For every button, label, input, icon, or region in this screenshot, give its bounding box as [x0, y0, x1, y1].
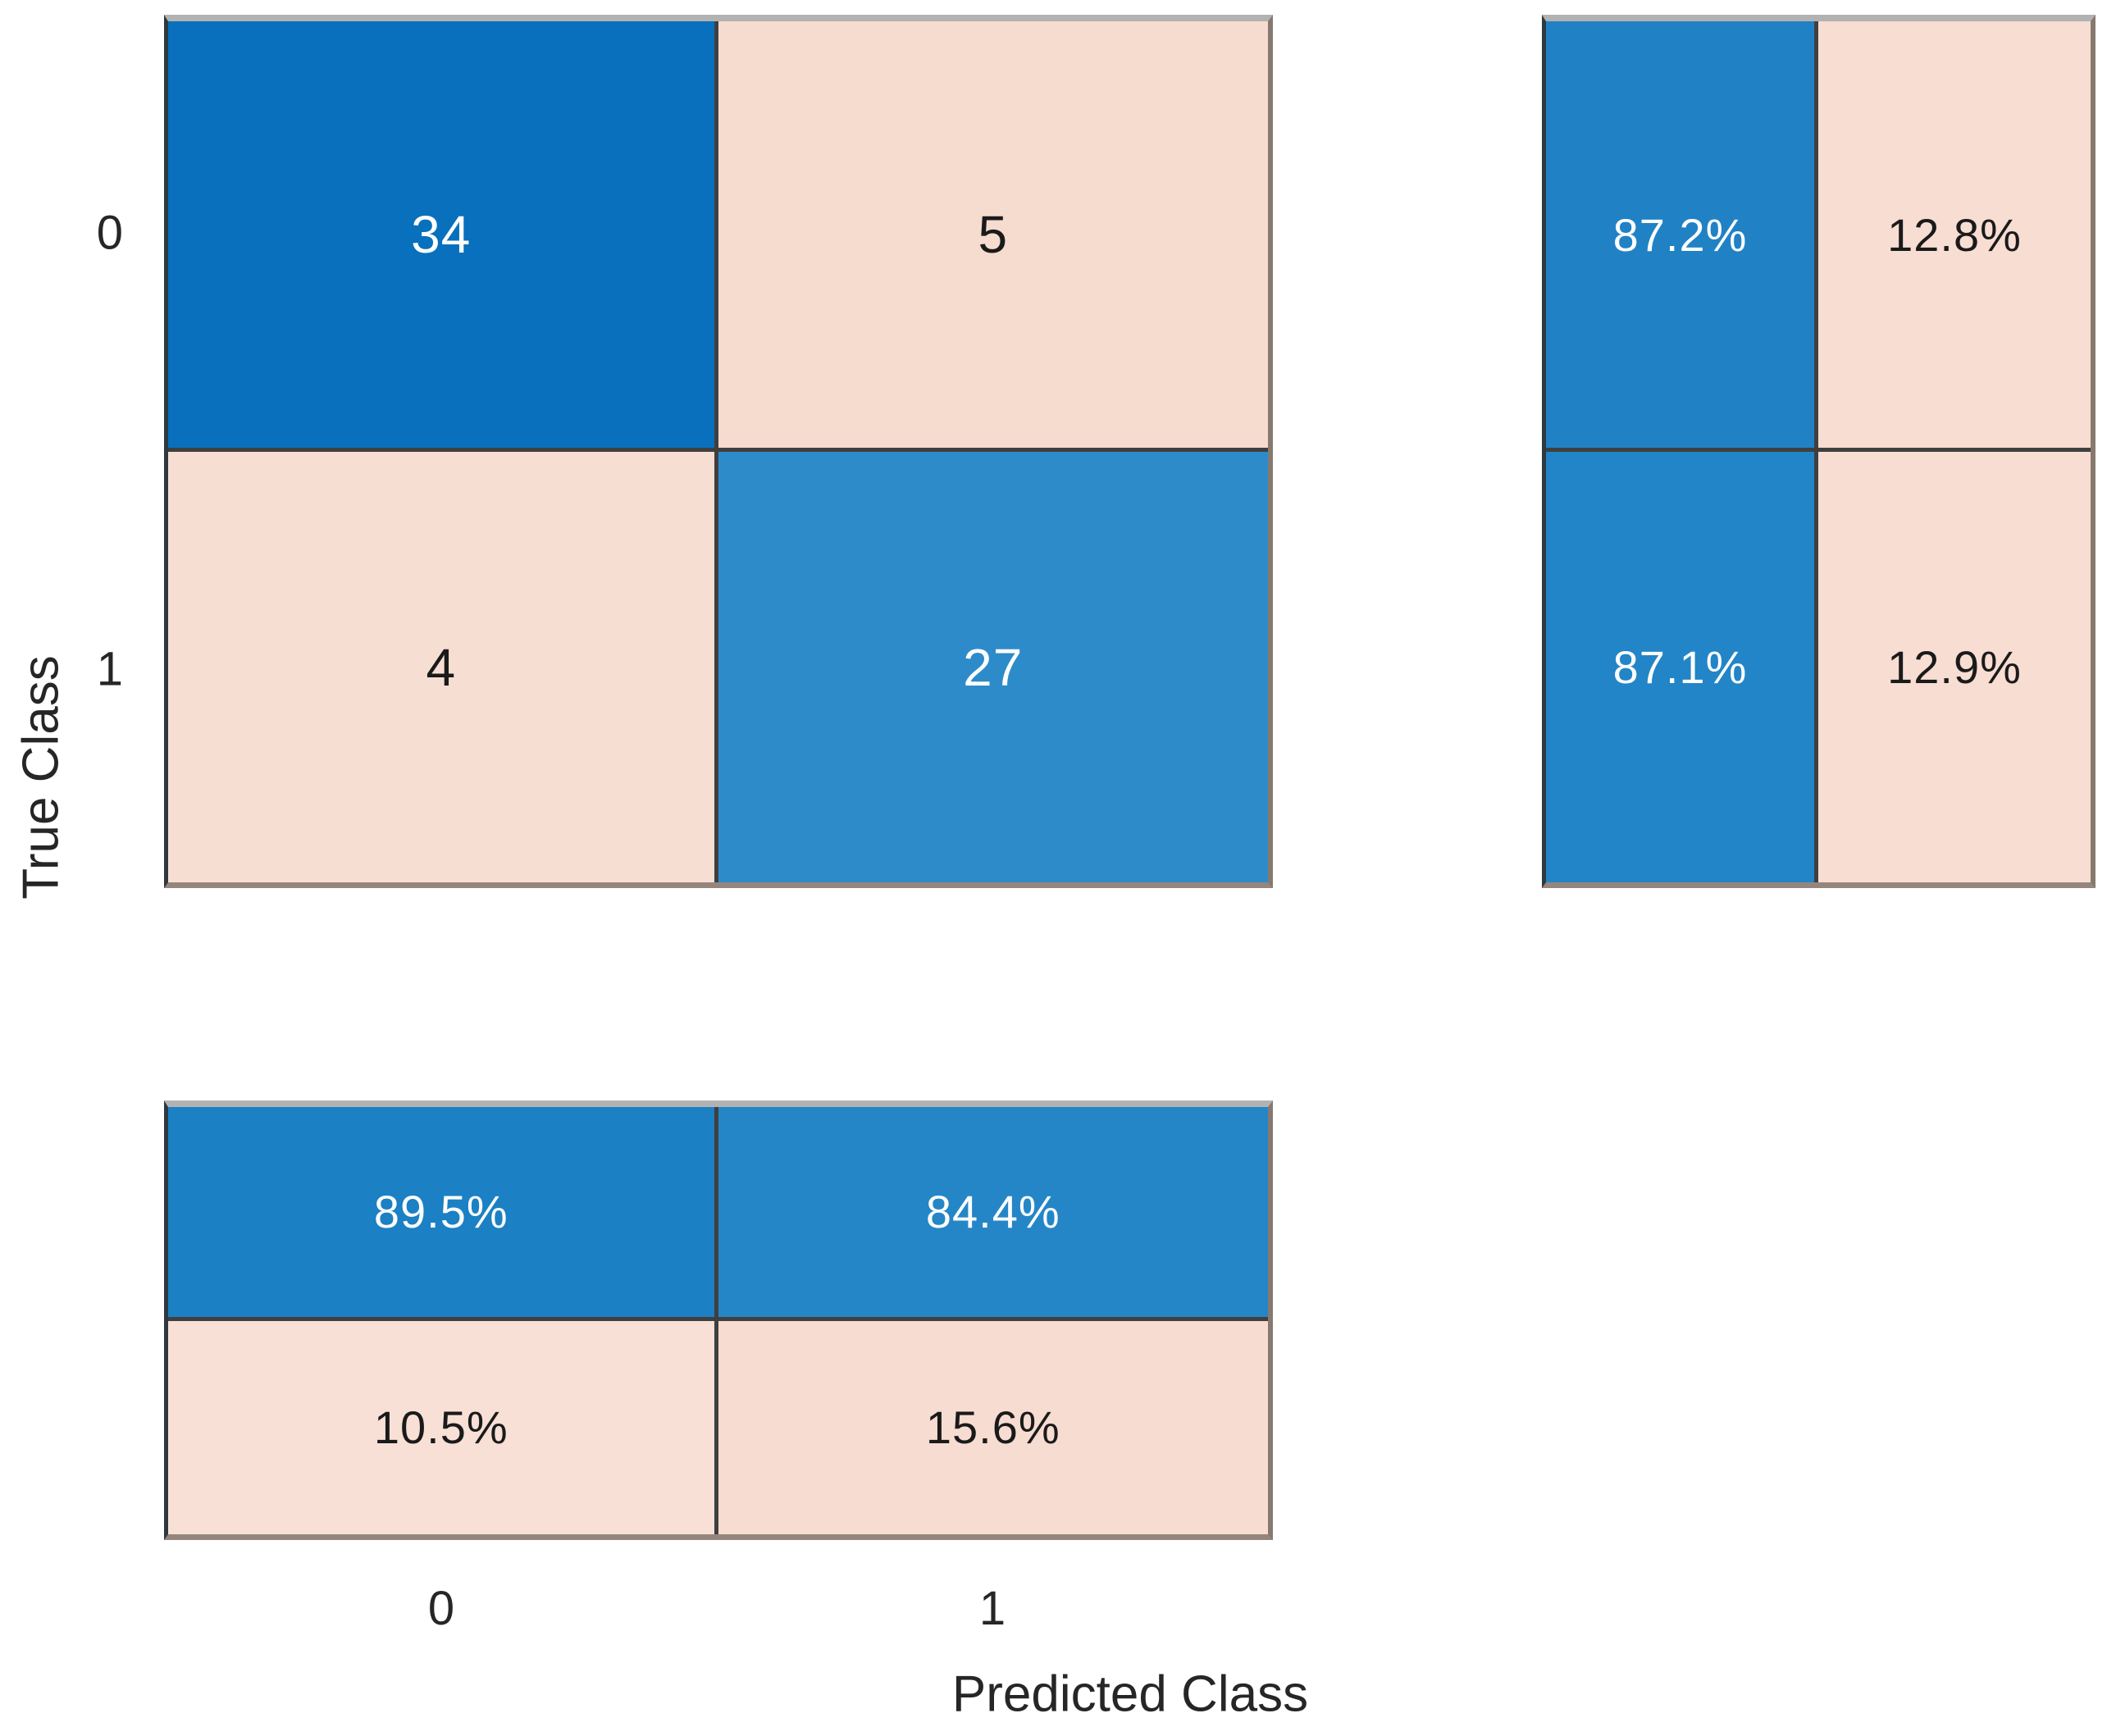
row-summary-true1-incorrect: 12.9% [1818, 452, 2091, 882]
y-tick-class-0: 0 [96, 206, 123, 260]
row-summary-true0-correct: 87.2% [1546, 21, 1818, 452]
matrix-cell-true0-pred0: 34 [168, 21, 718, 452]
matrix-cell-true0-pred1: 5 [718, 21, 1268, 452]
x-axis-label: Predicted Class [951, 1665, 1309, 1723]
x-tick-class-1: 1 [978, 1582, 1006, 1635]
y-axis-label: True Class [12, 655, 70, 900]
row-summary-true0-incorrect: 12.8% [1818, 21, 2091, 452]
y-tick-class-1: 1 [96, 642, 123, 696]
matrix-cell-true1-pred0: 4 [168, 452, 718, 882]
column-summary-panel: 89.5% 84.4% 10.5% 15.6% [164, 1100, 1273, 1540]
row-summary-true1-correct: 87.1% [1546, 452, 1818, 882]
col-summary-pred0-correct: 89.5% [168, 1107, 718, 1321]
col-summary-pred1-correct: 84.4% [718, 1107, 1268, 1321]
col-summary-pred0-incorrect: 10.5% [168, 1320, 718, 1534]
x-tick-class-0: 0 [427, 1582, 455, 1635]
matrix-cell-true1-pred1: 27 [718, 452, 1268, 882]
col-summary-pred1-incorrect: 15.6% [718, 1320, 1268, 1534]
row-summary-panel: 87.2% 12.8% 87.1% 12.9% [1542, 15, 2095, 888]
confusion-matrix-panel: 34 5 4 27 [164, 15, 1273, 888]
